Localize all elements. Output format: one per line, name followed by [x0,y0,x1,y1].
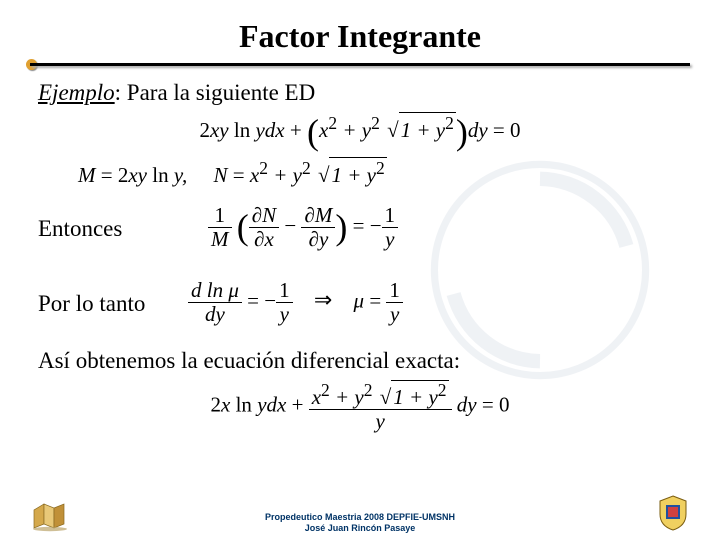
porlotanto-row: Por lo tanto d ln μdy = −1y ⇒ μ = 1y [38,273,682,336]
asi-line: Así obtenemos la ecuación diferencial ex… [38,348,682,374]
ejemplo-line: Ejemplo: Para la siguiente ED [38,80,682,106]
title-area: Factor Integrante [0,0,720,55]
porlotanto-label: Por lo tanto [38,291,168,317]
slide: Factor Integrante Ejemplo: Para la sigui… [0,0,720,540]
content: Ejemplo: Para la siguiente ED 2xy ln ydx… [0,66,720,433]
footer-line2: José Juan Rincón Pasaye [0,523,720,534]
ejemplo-label: Ejemplo [38,80,115,105]
equation-1: 2xy ln ydx + (x2 + y2 √1 + y2)dy = 0 [38,112,682,147]
equation-2: M = 2xy ln y, N = x2 + y2 √1 + y2 [78,157,682,188]
ejemplo-text: : Para la siguiente ED [115,80,316,105]
entonces-label: Entonces [38,216,168,242]
equation-5: 2x ln ydx + x2 + y2 √1 + y2 y dy = 0 [38,380,682,433]
title-rule [30,63,690,66]
footer: Propedeutico Maestria 2008 DEPFIE-UMSNH … [0,512,720,534]
footer-line1: Propedeutico Maestria 2008 DEPFIE-UMSNH [0,512,720,523]
equation-3: 1M (∂N∂x − ∂M∂y) = −1y [208,204,398,251]
slide-title: Factor Integrante [239,18,481,55]
equation-4: d ln μdy = −1y ⇒ μ = 1y [188,279,403,326]
entonces-row: Entonces 1M (∂N∂x − ∂M∂y) = −1y [38,198,682,261]
